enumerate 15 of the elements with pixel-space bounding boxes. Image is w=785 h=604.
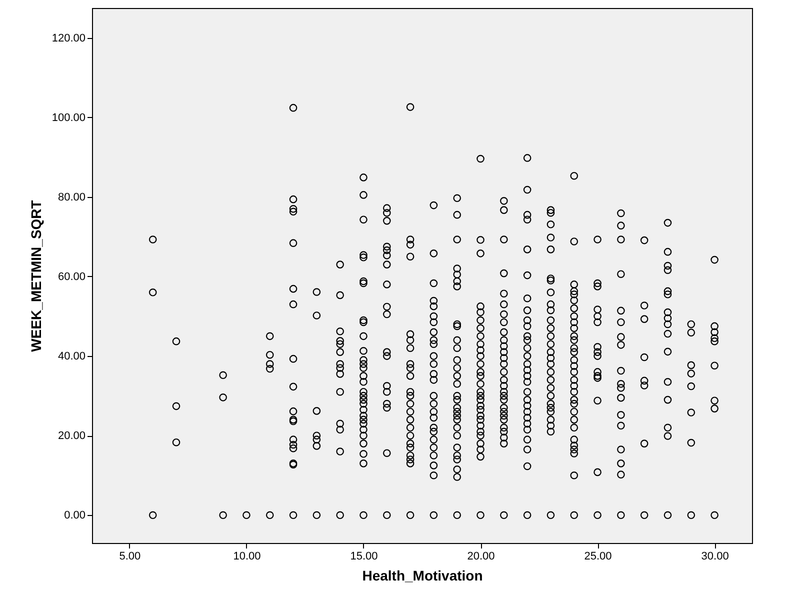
x-axis-title: Health_Motivation xyxy=(362,568,483,584)
y-tick-label: 20.00 xyxy=(58,430,86,442)
x-tick-label: 25.00 xyxy=(584,550,612,562)
y-tick-label: 0.00 xyxy=(64,510,86,522)
x-tick-label: 10.00 xyxy=(233,550,261,562)
x-tick-label: 30.00 xyxy=(701,550,729,562)
y-tick-label: 60.00 xyxy=(58,270,86,283)
x-tick-label: 20.00 xyxy=(467,550,495,562)
y-axis-title: WEEK_METMIN_SQRT xyxy=(28,200,44,352)
x-tick-label: 15.00 xyxy=(350,550,378,562)
y-tick-label: 80.00 xyxy=(58,191,86,204)
y-tick-label: 100.00 xyxy=(52,112,86,124)
y-tick-label: 120.00 xyxy=(52,32,86,44)
y-tick-label: 40.00 xyxy=(58,350,86,363)
x-tick-label: 5.00 xyxy=(119,550,141,562)
